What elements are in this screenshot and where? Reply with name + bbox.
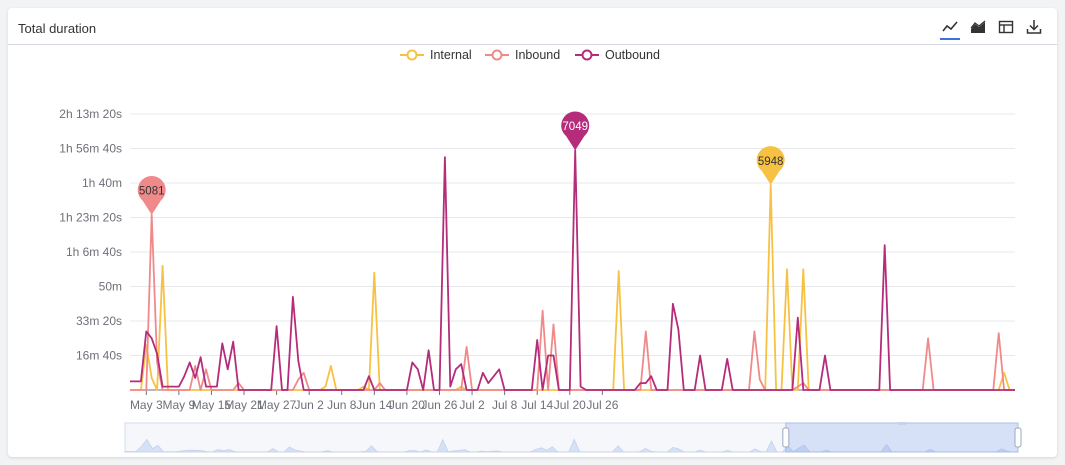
y-tick-label: 33m 20s — [76, 314, 122, 328]
legend-item-inbound: Inbound — [485, 48, 560, 62]
zoom-handle-left[interactable] — [782, 427, 790, 448]
x-tick-label: Jun 8 — [327, 398, 357, 412]
marker-label: 5948 — [758, 156, 784, 168]
legend-item-internal: Internal — [400, 48, 472, 62]
legend-symbol — [406, 49, 418, 61]
x-tick-label: Jun 20 — [389, 398, 425, 412]
x-tick-label: Jul 26 — [586, 398, 618, 412]
legend-item-outbound: Outbound — [575, 48, 660, 62]
legend-symbol — [491, 49, 503, 61]
download-icon[interactable] — [1025, 18, 1043, 36]
y-tick-label: 1h 6m 40s — [66, 245, 122, 259]
y-tick-label: 1h 56m 40s — [59, 142, 122, 156]
chart-card: Total duration 16m 40s 33m 20s 50m 1h 6m 40… — [8, 8, 1057, 457]
x-tick-label: Jul 2 — [459, 398, 485, 412]
x-tick-label: Jun 2 — [294, 398, 324, 412]
legend-symbol — [581, 49, 593, 61]
x-tick-label: May 27 — [257, 398, 297, 412]
x-tick-label: Jul 8 — [492, 398, 518, 412]
max-marker-internal: 5948 — [756, 146, 785, 185]
chart-toolbox — [940, 18, 1043, 40]
x-tick-label: May 3 — [130, 398, 163, 412]
marker-label: 5081 — [139, 186, 165, 198]
zoom-drag-grip — [897, 422, 906, 425]
page-title: Total duration — [18, 21, 97, 36]
series-line-outbound — [130, 149, 1015, 391]
y-tick-label: 1h 40m — [82, 176, 122, 190]
marker-pin — [561, 111, 590, 151]
legend-label: Inbound — [515, 48, 560, 62]
x-tick-label: Jun 26 — [421, 398, 457, 412]
x-tick-label: May 21 — [224, 398, 264, 412]
zoom-handle-right[interactable] — [1014, 427, 1022, 448]
line-chart-icon[interactable] — [940, 18, 960, 40]
card-header: Total duration — [8, 8, 1057, 45]
max-marker-outbound: 7049 — [561, 111, 590, 151]
marker-pin — [137, 175, 166, 215]
y-tick-label: 16m 40s — [76, 349, 122, 363]
legend-label: Internal — [430, 48, 472, 62]
x-tick-label: Jul 20 — [554, 398, 586, 412]
x-tick-label: Jun 14 — [356, 398, 392, 412]
marker-label: 7049 — [562, 121, 588, 133]
marker-pin — [756, 146, 785, 185]
zoom-slider — [124, 422, 1022, 453]
line-chart: 16m 40s 33m 20s 50m 1h 6m 40s 1h 23m 20s 1h 4… — [59, 48, 1022, 453]
y-tick-label: 50m — [99, 280, 122, 294]
y-tick-label: 1h 23m 20s — [59, 211, 122, 225]
x-tick-label: May 15 — [192, 398, 232, 412]
max-marker-inbound: 5081 — [137, 175, 166, 215]
table-view-icon[interactable] — [997, 18, 1015, 36]
area-chart-icon[interactable] — [969, 18, 987, 36]
zoom-window — [785, 422, 1019, 453]
x-tick-label: May 9 — [163, 398, 196, 412]
x-tick-label: Jul 14 — [521, 398, 553, 412]
legend-label: Outbound — [605, 48, 660, 62]
y-tick-label: 2h 13m 20s — [59, 107, 122, 121]
